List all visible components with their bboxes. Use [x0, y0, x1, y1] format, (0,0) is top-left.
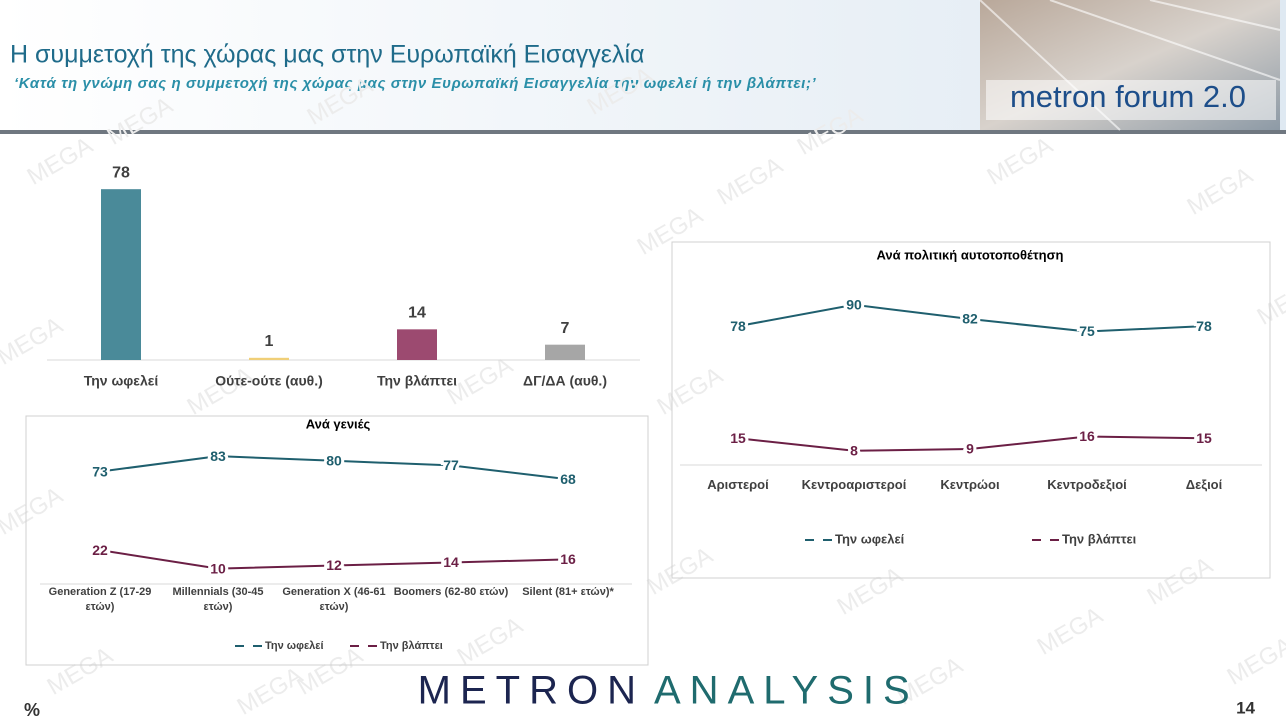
value-label: 14	[408, 305, 426, 322]
value-label: 80	[326, 453, 342, 469]
bar	[101, 189, 141, 360]
bar	[397, 329, 437, 360]
value-label: 73	[92, 463, 108, 479]
chart-title: Ανά πολιτική αυτοτοποθέτηση	[877, 247, 1064, 262]
x-tick-label: Silent (81+ ετών)*	[522, 586, 614, 598]
x-tick-label: Την ωφελεί	[84, 373, 159, 389]
value-label: 16	[560, 551, 576, 567]
value-label: 90	[846, 297, 862, 313]
brand-right: ANALYSIS	[654, 669, 919, 713]
x-tick-label-box: Δεξιοί	[1185, 477, 1223, 492]
x-tick-label: Ούτε-ούτε (αυθ.)	[215, 373, 323, 389]
x-tick-label: Κεντροαριστεροί	[801, 477, 907, 492]
line	[737, 303, 1205, 333]
chart-title: Ανά γενιές	[306, 416, 371, 431]
legend-label: Την ωφελεί	[265, 640, 324, 652]
value-label: 22	[92, 542, 108, 558]
x-tick-label: Generation X (46-61 ετών)	[282, 586, 386, 613]
value-label: 12	[326, 557, 342, 573]
title: Η συμμετοχή της χώρας μας στην Ευρωπαϊκή…	[10, 41, 644, 69]
legend-label: Την ωφελεί	[835, 531, 905, 546]
x-tick-label-box: Boomers (62-80 ετών)	[393, 586, 509, 598]
value-label: 7	[561, 320, 570, 337]
value-label: 78	[112, 164, 130, 181]
x-tick-label: Δεξιοί	[1185, 477, 1223, 492]
legend-label: Την βλάπτει	[380, 640, 443, 652]
value-label: 15	[1196, 430, 1212, 446]
value-label: 8	[850, 442, 858, 458]
x-tick-label: ΔΓ/ΔΑ (αυθ.)	[523, 373, 607, 389]
x-tick-label-box: Silent (81+ ετών)*	[522, 586, 614, 598]
subtitle: ‘Κατά τη γνώμη σας η συμμετοχή της χώρας…	[14, 75, 817, 92]
x-tick-label: Κεντροδεξιοί	[1047, 477, 1127, 492]
logo-text: metron forum 2.0	[1010, 79, 1246, 114]
x-tick-label-box: Millennials (30-45 ετών)	[172, 586, 264, 613]
x-tick-label-box: Generation Z (17-29 ετών)	[48, 586, 152, 613]
line	[99, 549, 569, 570]
unit-label: %	[24, 700, 40, 720]
value-label: 9	[966, 441, 974, 457]
line	[99, 455, 569, 481]
x-tick-label: Κεντρώοι	[940, 477, 1000, 492]
value-label: 78	[730, 318, 746, 334]
x-tick-label-box: Generation X (46-61 ετών)	[282, 586, 386, 613]
value-label: 1	[265, 333, 274, 350]
value-label: 82	[962, 311, 978, 327]
value-label: 15	[730, 430, 746, 446]
value-label: 83	[210, 448, 226, 464]
header-rule	[0, 130, 1286, 134]
chart-frame	[25, 415, 649, 666]
x-tick-label: Την βλάπτει	[377, 373, 457, 389]
legend-label: Την βλάπτει	[1062, 531, 1137, 546]
line	[737, 435, 1205, 452]
value-label: 16	[1079, 428, 1095, 444]
value-label: 10	[210, 560, 226, 576]
value-label: 78	[1196, 318, 1212, 334]
x-tick-label: Generation Z (17-29 ετών)	[48, 586, 152, 613]
x-tick-label: Boomers (62-80 ετών)	[393, 586, 509, 598]
brand-left: METRON	[418, 669, 645, 713]
logo-plate	[986, 80, 1276, 120]
value-label: 77	[443, 457, 459, 473]
value-label: 14	[443, 554, 459, 570]
x-tick-label-box: Κεντροδεξιοί	[1047, 477, 1127, 492]
value-label: 68	[560, 471, 576, 487]
x-tick-label: Millennials (30-45 ετών)	[172, 586, 264, 613]
chart-frame	[671, 241, 1271, 579]
bar	[545, 344, 585, 360]
x-tick-label-box: Αριστεροί	[707, 477, 769, 492]
value-label: 75	[1079, 323, 1095, 339]
x-tick-label-box: Κεντροαριστεροί	[801, 477, 907, 492]
page-number: 14	[1236, 698, 1255, 717]
bar	[249, 357, 289, 360]
x-tick-label: Αριστεροί	[707, 477, 769, 492]
x-tick-label-box: Κεντρώοι	[940, 477, 1000, 492]
